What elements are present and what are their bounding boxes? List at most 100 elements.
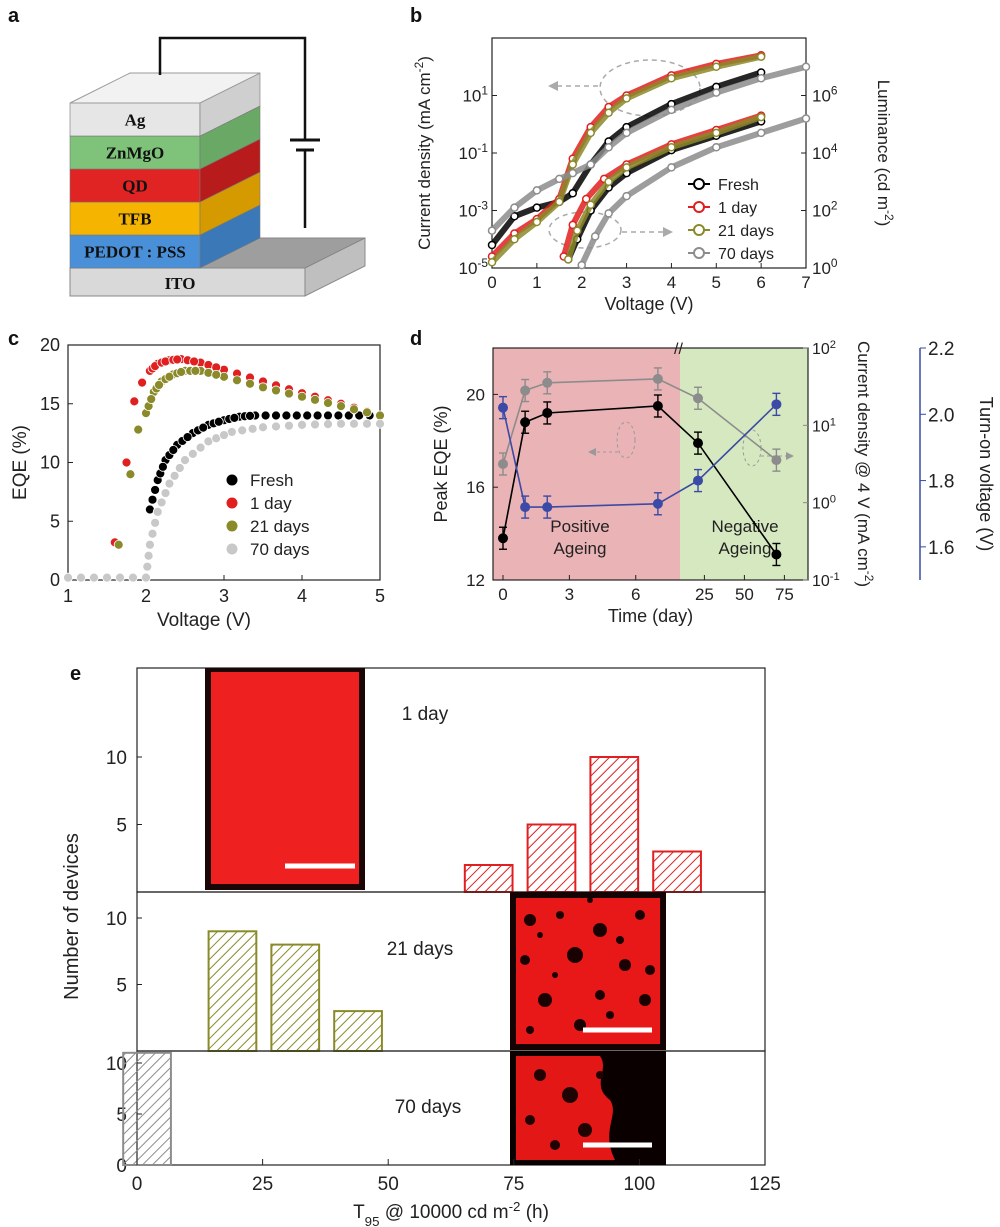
micrograph-spot (520, 955, 530, 965)
panel-label-c: c (8, 328, 19, 350)
xtick-label-d: 25 (695, 585, 714, 604)
xlabel-d: Time (day) (608, 606, 693, 626)
xtick-label-e: 0 (132, 1174, 143, 1195)
layer-label-1: ZnMgO (106, 144, 165, 163)
micrograph-spot (619, 959, 631, 971)
legend-label-b: Fresh (718, 177, 759, 194)
data-point-c (115, 572, 125, 583)
data-point-b (667, 163, 676, 172)
y2tick-label-d: 100 (812, 494, 836, 513)
legend-marker-b (693, 201, 705, 213)
data-point-d (520, 385, 531, 396)
data-point-c (164, 478, 175, 489)
legend-marker-c (226, 543, 238, 555)
data-point-d (652, 401, 663, 411)
y2label-d: Current density @ 4 V (mA cm-2) (854, 341, 876, 587)
data-point-b (510, 203, 519, 212)
data-point-c (182, 432, 193, 442)
data-point-b (756, 112, 766, 122)
data-point-c (232, 375, 242, 386)
data-point-d (652, 373, 663, 384)
data-point-c (147, 494, 158, 505)
histogram-bar-e (207, 930, 258, 1052)
legend-marker-c (226, 520, 238, 532)
ytick-label-c: 20 (40, 335, 60, 355)
histogram-bar-e (122, 1051, 172, 1167)
data-point-c (190, 365, 201, 376)
data-point-c (152, 506, 163, 517)
data-point-b (667, 143, 676, 152)
data-point-b (604, 143, 613, 152)
data-point-d (693, 393, 703, 404)
xtick-label-d: 50 (735, 585, 754, 604)
data-point-b (568, 189, 577, 198)
data-point-c (150, 517, 161, 528)
annotation-ellipse-upper (599, 59, 701, 117)
xtick-label-b: 7 (801, 273, 810, 292)
data-point-c (336, 418, 346, 429)
ylabel-b: Current density (mA cm-2) (412, 56, 434, 250)
xlabel-c: Voltage (V) (157, 610, 251, 631)
data-point-c (323, 398, 333, 408)
subplot-label-e: 21 days (387, 939, 454, 960)
data-point-c (343, 410, 354, 421)
data-point-c (271, 410, 281, 421)
ytick-label-e: 0 (116, 1156, 127, 1177)
data-point-b (712, 62, 721, 71)
y3tick-label-d: 1.8 (928, 472, 954, 493)
data-point-c (211, 369, 222, 380)
histogram-bar-e (270, 943, 321, 1052)
data-point-b (590, 232, 600, 241)
data-point-d (542, 407, 553, 418)
ylabel-e: Number of devices (61, 833, 83, 1000)
panel-label-b: b (410, 5, 422, 27)
ytick-label-e: 5 (116, 1105, 127, 1126)
data-point-c (156, 497, 167, 508)
data-point-c (349, 404, 359, 415)
series-line-b (578, 115, 809, 269)
data-point-b (487, 226, 497, 235)
micrograph-spot (596, 1071, 604, 1079)
data-point-c (195, 442, 206, 453)
data-point-c (146, 394, 157, 404)
data-point-b (667, 105, 676, 115)
y2label-b: Luminance (cd m-2) (874, 80, 896, 227)
xtick-label-b: 3 (622, 273, 631, 292)
legend-marker-c (226, 474, 238, 486)
ytick-label-c: 15 (40, 394, 60, 414)
xtick-label-e: 125 (749, 1174, 781, 1195)
data-point-d (498, 459, 508, 469)
data-point-b (532, 203, 542, 212)
data-point-c (237, 425, 248, 436)
axis-break-d: // (674, 341, 683, 358)
ytick-label-b: 10-3 (459, 199, 489, 221)
data-point-d (693, 475, 703, 486)
data-point-c (333, 410, 344, 421)
data-point-b (586, 160, 595, 169)
data-point-c (102, 572, 112, 583)
layer-label-2: QD (122, 177, 148, 196)
data-point-b (568, 160, 577, 169)
micrograph-spot (587, 897, 593, 903)
data-point-b (532, 217, 542, 227)
chart-b: 0 1 2 3 4 5 6 7 10-5 10-3 10-1 101 100 102 104 106 Volta… (412, 37, 896, 314)
data-point-c (258, 422, 268, 433)
series-line-d (502, 405, 778, 555)
ytick-label-e: 10 (106, 1054, 127, 1075)
legend-label-b: 21 days (718, 223, 774, 240)
ytick-label-e: 10 (106, 748, 127, 769)
data-point-c (160, 488, 171, 498)
data-point-c (180, 455, 190, 466)
y3tick-label-d: 2.0 (928, 405, 954, 426)
data-point-c (169, 470, 180, 481)
xtick-label-e: 50 (378, 1174, 399, 1195)
xtick-label-d: 3 (565, 585, 574, 604)
data-point-b (532, 186, 542, 195)
y3tick-label-d: 2.2 (928, 339, 954, 360)
xlabel-e: T95 @ 10000 cd m-2 (h) (353, 1199, 549, 1227)
legend-label-b: 70 days (718, 246, 774, 263)
ytick-label-d: 16 (466, 478, 485, 497)
data-point-d (652, 498, 663, 509)
xtick-label-b: 0 (487, 273, 496, 292)
data-point-d (771, 549, 782, 560)
